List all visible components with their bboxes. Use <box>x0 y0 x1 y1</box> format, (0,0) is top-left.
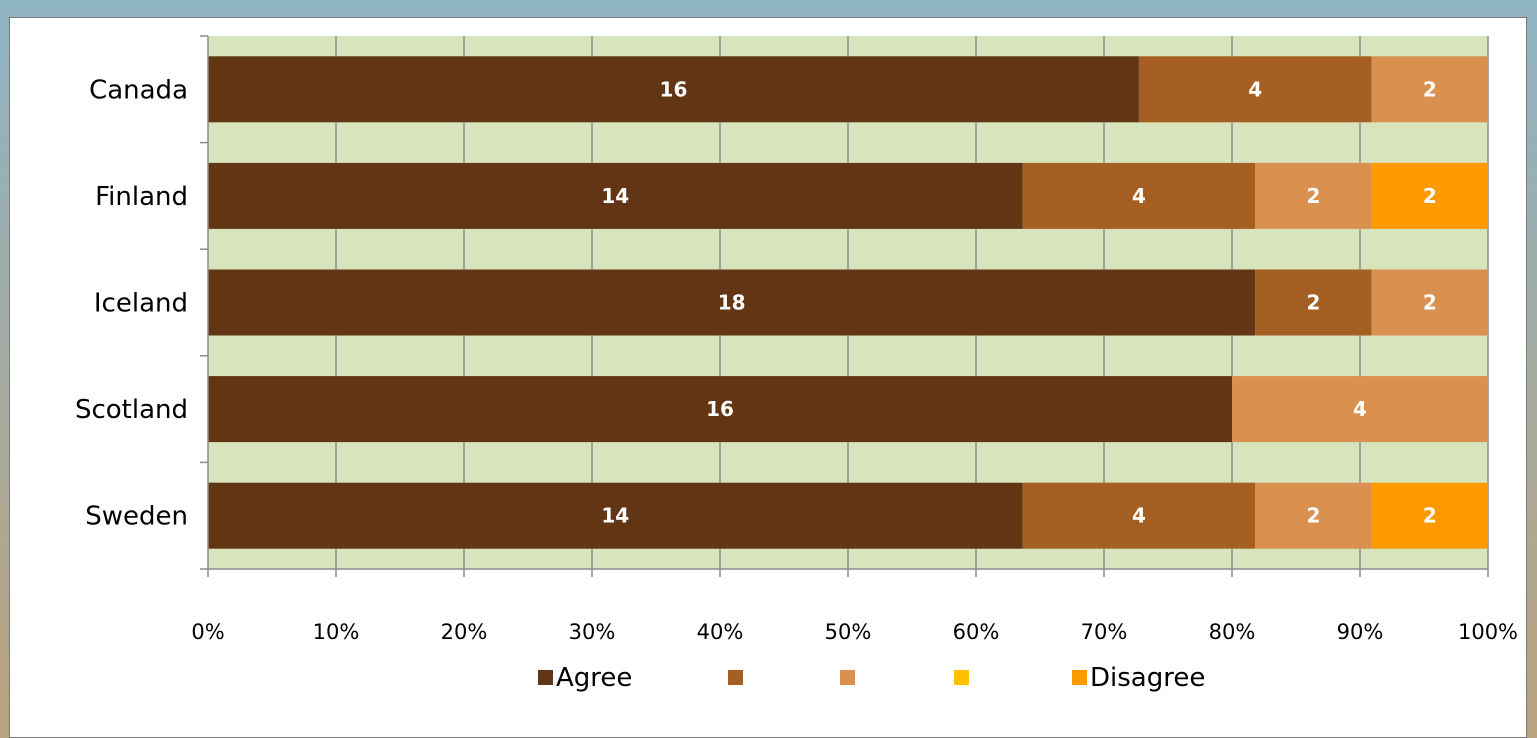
bar-segment <box>1138 56 1372 123</box>
legend-swatch <box>728 670 743 685</box>
category-label: Scotland <box>75 395 188 425</box>
data-label: 4 <box>1132 184 1146 208</box>
legend-swatch <box>538 670 553 685</box>
x-tick-label: 30% <box>569 620 616 644</box>
x-tick-label: 20% <box>441 620 488 644</box>
data-label: 4 <box>1353 397 1367 421</box>
data-label: 4 <box>1132 504 1146 528</box>
bar-segment <box>1255 482 1372 549</box>
bar-segment <box>1371 162 1488 229</box>
x-tick-label: 10% <box>313 620 360 644</box>
data-label: 14 <box>601 504 629 528</box>
bar-segment <box>1255 162 1372 229</box>
data-label: 4 <box>1248 77 1262 101</box>
bar-segment <box>208 162 1023 229</box>
x-tick-label: 90% <box>1337 620 1384 644</box>
bar-segment <box>1371 56 1488 123</box>
axes <box>200 35 1489 577</box>
category-label: Iceland <box>94 289 188 319</box>
data-label: 2 <box>1423 504 1437 528</box>
data-label: 2 <box>1423 77 1437 101</box>
bar-segment <box>1255 269 1372 336</box>
category-label: Canada <box>89 75 188 105</box>
bar-segment <box>208 376 1232 443</box>
x-tick-label: 50% <box>825 620 872 644</box>
bar-segment <box>208 482 1023 549</box>
x-tick-label: 60% <box>953 620 1000 644</box>
data-label: 16 <box>706 397 734 421</box>
stacked-bar-chart: 0% 10% 20% 30% 40% 50% 60% 70% 80% 90% 100% 16 4 2 Can… <box>75 35 1518 693</box>
chart-frame: 0% 10% 20% 30% 40% 50% 60% 70% 80% 90% 100% 16 4 2 Can… <box>9 17 1527 738</box>
bars <box>208 56 1488 549</box>
legend-label: Agree <box>556 663 632 693</box>
legend-swatch <box>840 670 855 685</box>
bar-segment <box>1371 269 1488 336</box>
data-label: 18 <box>718 291 746 315</box>
data-label: 16 <box>660 77 688 101</box>
data-label: 2 <box>1306 291 1320 315</box>
bar-segment <box>1022 482 1256 549</box>
legend-swatch <box>954 670 969 685</box>
legend-swatch <box>1072 670 1087 685</box>
data-label: 14 <box>601 184 629 208</box>
bar-segment <box>208 56 1139 123</box>
data-label: 2 <box>1306 504 1320 528</box>
category-label: Finland <box>95 182 188 212</box>
x-tick-label: 0% <box>191 620 224 644</box>
legend: Agree Disagree <box>538 663 1205 693</box>
data-label: 2 <box>1423 291 1437 315</box>
bar-segment <box>1371 482 1488 549</box>
data-label: 2 <box>1423 184 1437 208</box>
labels: 0% 10% 20% 30% 40% 50% 60% 70% 80% 90% 100% 16 4 2 Can… <box>75 75 1518 644</box>
bar-segment <box>1232 376 1488 443</box>
x-tick-label: 80% <box>1209 620 1256 644</box>
bar-segment <box>208 269 1256 336</box>
x-tick-label: 40% <box>697 620 744 644</box>
bar-segment <box>1022 162 1256 229</box>
data-label: 2 <box>1306 184 1320 208</box>
x-tick-label: 70% <box>1081 620 1128 644</box>
category-label: Sweden <box>85 502 188 532</box>
legend-label: Disagree <box>1090 663 1205 693</box>
x-tick-label: 100% <box>1458 620 1518 644</box>
